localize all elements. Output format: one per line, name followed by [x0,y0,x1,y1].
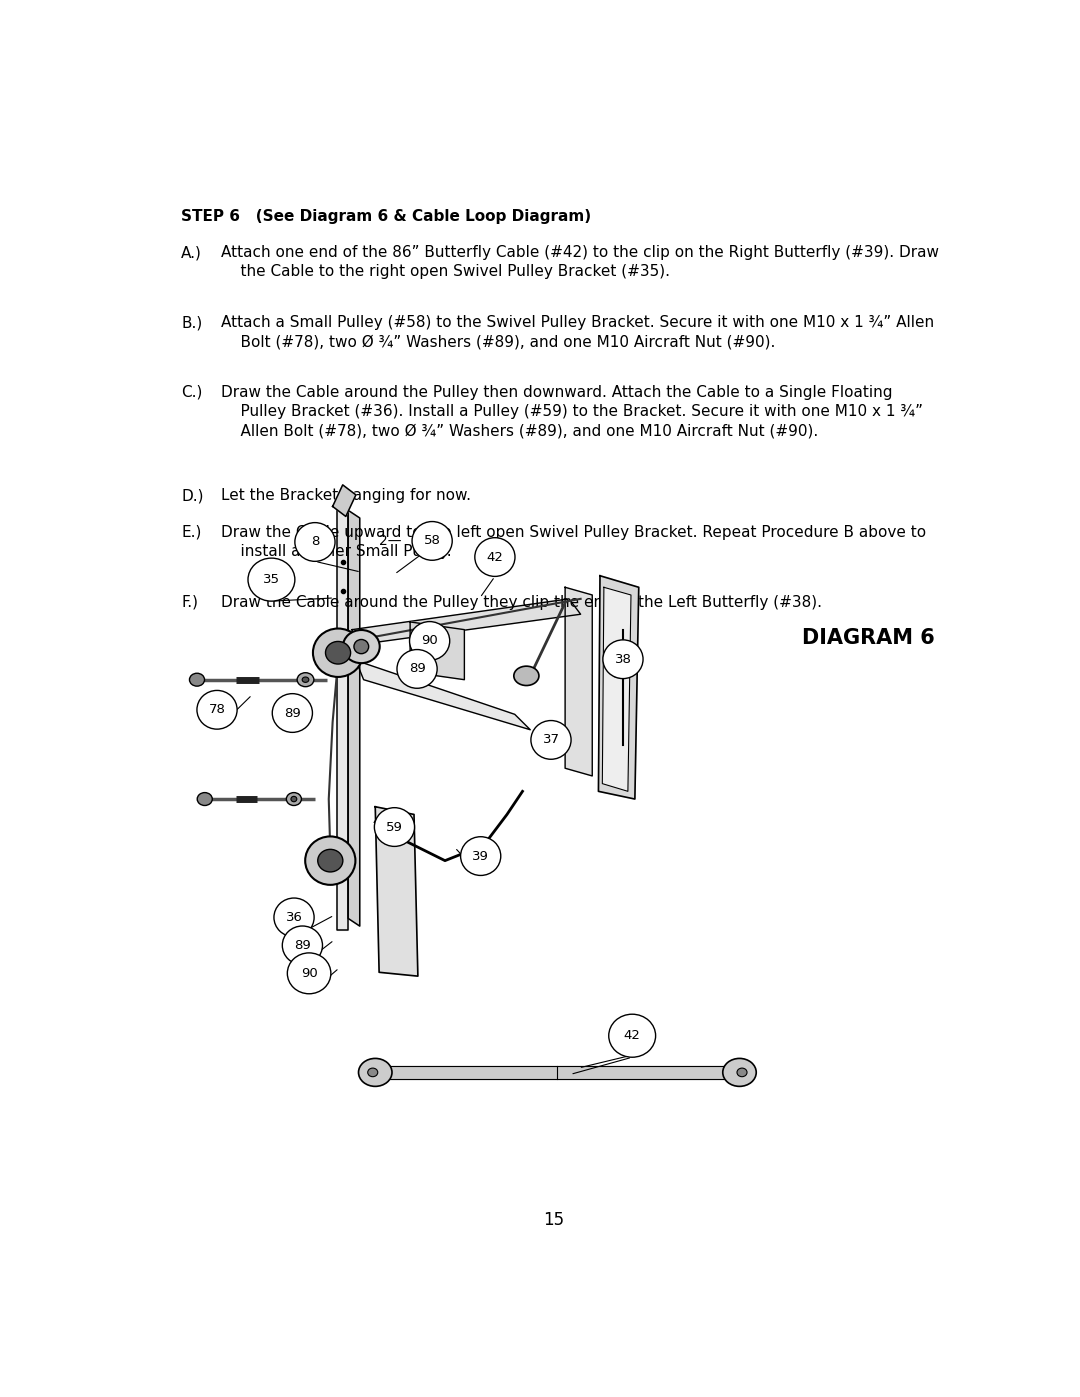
Ellipse shape [286,792,301,806]
Text: DIAGRAM 6: DIAGRAM 6 [801,629,934,648]
Polygon shape [375,1066,740,1078]
Polygon shape [333,485,356,517]
Ellipse shape [397,650,437,689]
Ellipse shape [409,622,449,661]
Text: 38: 38 [615,652,632,666]
Ellipse shape [274,898,314,937]
Ellipse shape [313,629,363,678]
Ellipse shape [197,690,238,729]
Ellipse shape [359,1059,392,1087]
Ellipse shape [287,953,330,993]
Ellipse shape [295,522,335,562]
Text: 89: 89 [294,939,311,951]
Ellipse shape [531,721,571,760]
Ellipse shape [342,630,380,664]
Text: Draw the Cable around the Pulley they clip the end to the Left Butterfly (#38).: Draw the Cable around the Pulley they cl… [221,595,822,609]
Text: B.): B.) [181,314,202,330]
Ellipse shape [609,1014,656,1058]
Text: 42: 42 [624,1030,640,1042]
Ellipse shape [723,1059,756,1087]
Ellipse shape [603,640,643,679]
Text: 59: 59 [386,820,403,834]
Text: 36: 36 [285,911,302,923]
Ellipse shape [325,641,351,664]
Text: 37: 37 [542,733,559,746]
Text: Attach a Small Pulley (#58) to the Swivel Pulley Bracket. Secure it with one M10: Attach a Small Pulley (#58) to the Swive… [221,314,934,349]
Text: 90: 90 [300,967,318,979]
Text: Attach one end of the 86” Butterfly Cable (#42) to the clip on the Right Butterf: Attach one end of the 86” Butterfly Cabl… [221,244,940,279]
Text: 8: 8 [311,535,320,549]
Text: A.): A.) [181,244,202,260]
Polygon shape [565,587,592,775]
Text: C.): C.) [181,386,202,400]
Ellipse shape [302,678,309,682]
Polygon shape [603,587,631,791]
Text: 42: 42 [486,550,503,563]
Ellipse shape [291,796,297,802]
Text: Draw the Cable around the Pulley then downward. Attach the Cable to a Single Flo: Draw the Cable around the Pulley then do… [221,386,923,439]
Text: 15: 15 [543,1211,564,1229]
Polygon shape [348,510,360,926]
Ellipse shape [189,673,204,686]
Polygon shape [598,576,638,799]
Ellipse shape [375,807,415,847]
Text: F.): F.) [181,595,198,609]
Ellipse shape [306,837,355,884]
Ellipse shape [272,694,312,732]
Polygon shape [352,599,581,645]
Text: 90: 90 [421,634,438,647]
Ellipse shape [282,926,323,965]
Text: STEP 6   (See Diagram 6 & Cable Loop Diagram): STEP 6 (See Diagram 6 & Cable Loop Diagr… [181,208,591,224]
Ellipse shape [460,837,501,876]
Text: E.): E.) [181,525,201,539]
Text: Draw the Cable upward to the left open Swivel Pulley Bracket. Repeat Procedure B: Draw the Cable upward to the left open S… [221,525,927,559]
Ellipse shape [367,1069,378,1077]
Ellipse shape [514,666,539,686]
Text: 58: 58 [423,535,441,548]
Text: 39: 39 [472,849,489,862]
Ellipse shape [198,792,213,806]
Ellipse shape [475,538,515,577]
Ellipse shape [318,849,342,872]
Ellipse shape [416,638,428,648]
Polygon shape [337,507,348,930]
Ellipse shape [248,559,295,601]
Text: D.): D.) [181,488,203,503]
Ellipse shape [737,1069,747,1077]
Text: 2—: 2— [379,534,401,548]
Polygon shape [410,622,464,680]
Text: 35: 35 [262,573,280,587]
Polygon shape [375,806,418,977]
Ellipse shape [413,521,453,560]
Text: 89: 89 [284,707,300,719]
Ellipse shape [354,640,368,654]
Polygon shape [356,661,530,729]
Ellipse shape [297,673,314,687]
Text: 89: 89 [408,662,426,675]
Text: 78: 78 [208,703,226,717]
Text: Let the Bracket hanging for now.: Let the Bracket hanging for now. [221,488,471,503]
